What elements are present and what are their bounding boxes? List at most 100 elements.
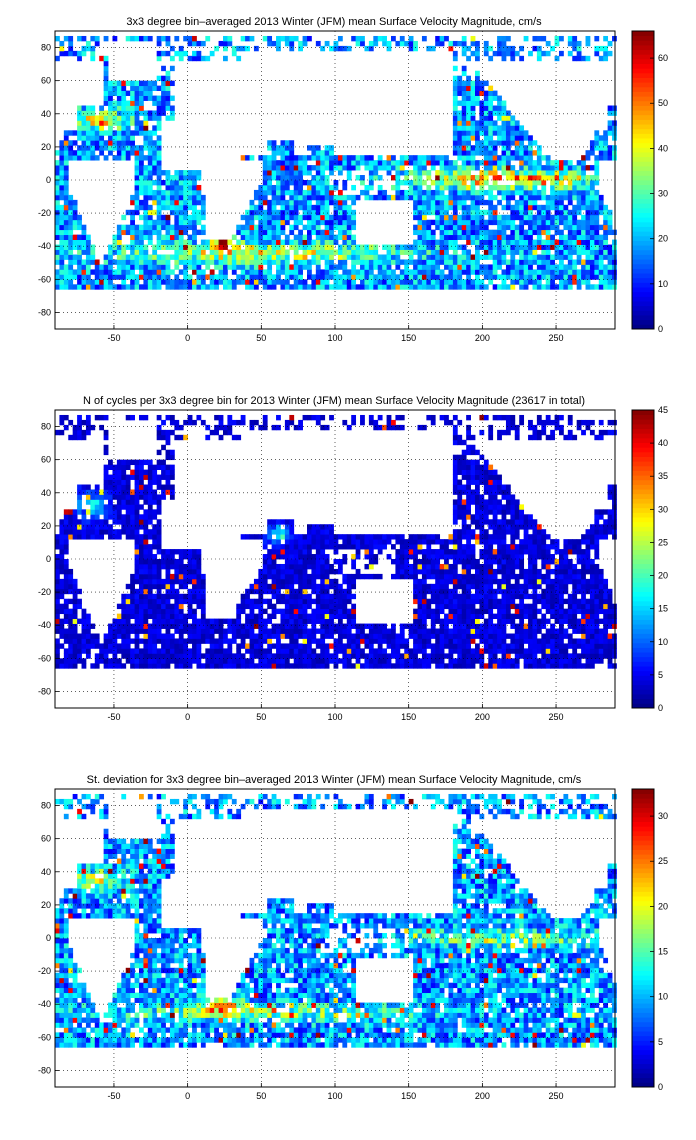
heatmap-cell [156,100,162,106]
heatmap-cell [249,638,255,644]
heatmap-cell [567,229,573,236]
heatmap-cell [426,653,432,659]
heatmap-cell [134,279,140,285]
heatmap-cell [55,194,60,201]
heatmap-cell [572,40,578,47]
heatmap-cell [404,623,410,629]
heatmap-cell [77,279,82,285]
heatmap-cell [360,274,365,280]
heatmap-cell [174,224,180,231]
heatmap-cell [536,35,542,42]
heatmap-cell [368,40,374,47]
heatmap-cell [457,100,463,106]
heatmap-cell [320,219,326,226]
heatmap-cell [200,269,206,275]
heatmap-cell [510,130,516,136]
heatmap-cell [466,663,471,669]
heatmap-cell [541,653,547,659]
heatmap-cell [324,204,330,211]
heatmap-cell [63,264,69,270]
heatmap-cell [528,254,533,260]
heatmap-cell [399,658,405,664]
heatmap-cell [240,608,246,615]
heatmap-cell [156,194,162,201]
heatmap-cell [271,643,277,649]
heatmap-cell [567,239,573,245]
heatmap-cell [448,214,454,221]
heatmap-cell [68,608,74,615]
heatmap-cell [457,598,463,605]
heatmap-cell [435,209,441,216]
heatmap-cell [536,45,542,52]
heatmap-cell [444,175,449,181]
heatmap-cell [612,264,617,270]
heatmap-cell [240,653,246,659]
heatmap-cell [200,194,206,201]
heatmap-cell [488,199,494,206]
heatmap-cell [483,643,489,649]
heatmap-cell [121,633,127,639]
heatmap-cell [85,628,91,634]
heatmap-cell [169,643,175,649]
heatmap-cell [603,284,609,290]
heatmap-cell [209,269,215,275]
heatmap-cell [461,80,467,87]
heatmap-cell [94,120,100,126]
heatmap-cell [497,259,502,265]
heatmap-cell [550,234,555,240]
heatmap-cell [479,85,485,91]
heatmap-cell [594,175,600,181]
heatmap-cell [444,199,449,206]
heatmap-cell [399,638,405,644]
heatmap-cell [249,204,255,211]
heatmap-cell [63,229,69,236]
heatmap-cell [311,214,317,221]
heatmap-cell [276,214,281,221]
heatmap-cell [585,279,591,285]
heatmap-cell [497,40,502,47]
heatmap-cell [85,249,91,255]
heatmap-cell [426,638,432,644]
heatmap-cell [63,603,69,610]
heatmap-cell [581,204,586,211]
heatmap-cell [72,633,78,639]
heatmap-cell [59,249,65,255]
heatmap-cell [276,648,281,654]
heatmap-cell [55,175,60,181]
heatmap-cell [134,254,140,260]
heatmap-cell [523,180,529,186]
heatmap-cell [94,35,100,42]
heatmap-cell [267,140,273,146]
heatmap-cell [315,613,321,619]
heatmap-cell [63,150,69,156]
heatmap-cell [161,603,166,610]
heatmap-cell [461,284,467,290]
heatmap-cell [298,239,303,245]
heatmap-cell [572,165,578,171]
heatmap-cell [59,140,65,146]
heatmap-cell [475,85,480,91]
heatmap-cell [470,125,476,131]
heatmap-cell [196,623,202,629]
heatmap-cell [77,598,82,605]
heatmap-cell [603,135,609,141]
y-tick-label: 0 [46,175,51,185]
heatmap-cell [497,613,502,619]
heatmap-cell [147,229,153,236]
heatmap-cell [368,249,374,255]
heatmap-cell [417,194,423,201]
heatmap-cell [143,249,149,255]
heatmap-cell [143,184,149,191]
heatmap-cell [103,70,109,77]
heatmap-cell [227,239,233,245]
heatmap-cell [470,115,476,121]
heatmap-cell [311,180,317,186]
heatmap-cell [223,658,228,664]
heatmap-cell [426,45,432,52]
heatmap-cell [430,648,436,654]
heatmap-cell [395,259,401,265]
heatmap-cell [68,194,74,201]
heatmap-cell [576,234,582,240]
heatmap-cell [85,613,91,619]
heatmap-cell [108,658,113,664]
